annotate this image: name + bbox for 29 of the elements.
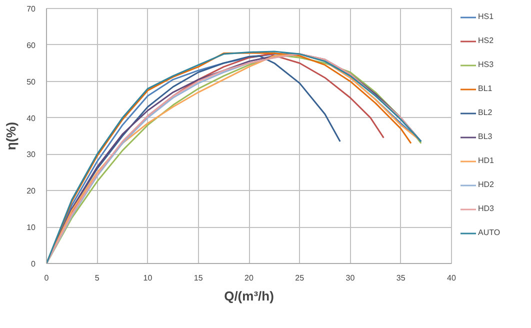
- y-tick-label: 10: [26, 223, 36, 232]
- x-tick-label: 25: [295, 274, 305, 282]
- y-tick-label: 30: [26, 150, 36, 160]
- x-tick-label: 0: [44, 274, 50, 282]
- x-tick-label: 20: [244, 274, 254, 282]
- y-tick-label: 20: [26, 186, 36, 196]
- x-tick-label: 30: [346, 274, 356, 282]
- legend-label: HD3: [478, 204, 496, 213]
- x-tick-label: 40: [447, 274, 456, 282]
- legend-label: BL2: [478, 108, 494, 117]
- y-tick-label: 0: [31, 260, 36, 268]
- x-tick-label: 5: [94, 274, 100, 282]
- legend-label: HS1: [478, 12, 495, 21]
- y-tick-label: 50: [26, 77, 36, 86]
- legend-label: HS3: [478, 60, 495, 69]
- y-tick-label: 40: [26, 114, 36, 123]
- legend-label: HD2: [478, 180, 496, 189]
- y-tick-label: 60: [26, 40, 36, 50]
- legend-label: HS2: [478, 36, 495, 45]
- legend-label: BL3: [478, 132, 494, 141]
- legend-label: HD1: [478, 156, 496, 165]
- x-tick-label: 35: [396, 274, 406, 282]
- x-tick-label: 10: [143, 274, 153, 282]
- y-tick-label: 70: [26, 4, 36, 14]
- x-axis-title: Q/(m³/h): [224, 288, 274, 304]
- legend-label: BL1: [478, 84, 494, 93]
- x-tick-label: 15: [194, 274, 204, 282]
- y-axis-title: η(%): [4, 122, 19, 150]
- legend-label: AUTO: [478, 228, 500, 237]
